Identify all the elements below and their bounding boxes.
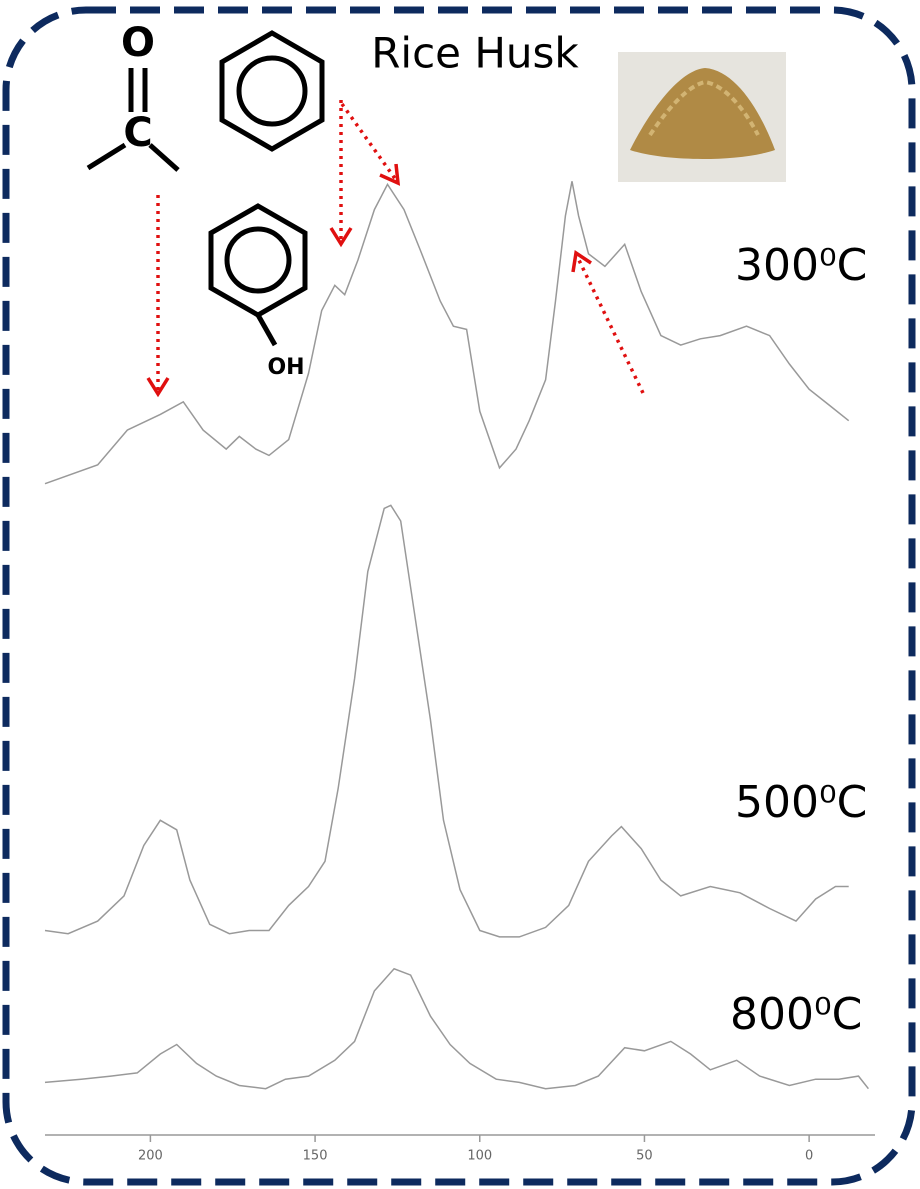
x-tick-label: 50: [636, 1149, 653, 1164]
pointer-arrows: [146, 100, 645, 398]
phenol-structure: [208, 203, 308, 347]
x-tick-label: 200: [138, 1149, 163, 1164]
atom-label: O: [121, 20, 155, 66]
carbonyl-structure: [86, 68, 180, 172]
spectrum-line: [44, 967, 869, 1090]
series-label: 500⁰C: [735, 777, 867, 828]
series-label: 800⁰C: [730, 989, 862, 1040]
rice-husk-photo: [618, 52, 786, 182]
annotation: Rice Husk: [371, 29, 579, 78]
atom-label: OH: [267, 355, 304, 380]
x-tick-label: 150: [303, 1149, 328, 1164]
spectrum-line: [44, 181, 850, 485]
atom-label: C: [123, 110, 152, 156]
x-tick-label: 0: [805, 1149, 813, 1164]
spectrum-line: [44, 504, 849, 938]
series-label: 300⁰C: [735, 240, 867, 291]
x-tick-label: 100: [467, 1149, 492, 1164]
benzene-structure: [219, 30, 325, 152]
frame: [2, 6, 916, 1186]
